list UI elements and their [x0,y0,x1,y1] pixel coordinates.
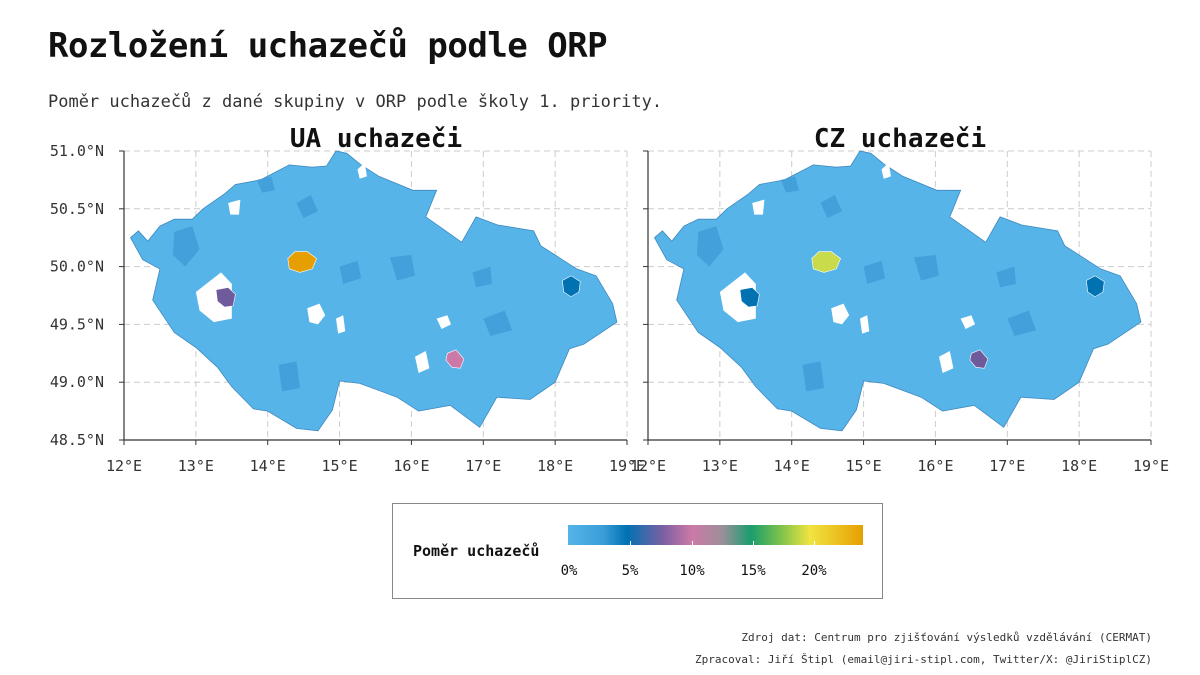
legend-tick [692,541,693,545]
x-tick-label: 17°E [465,457,501,475]
x-tick-label: 15°E [322,457,358,475]
legend-colorbar [568,525,863,545]
panel-title-cz: CZ uchazeči [813,124,987,154]
district-praha [287,251,317,273]
missing-district [719,272,756,323]
legend-label: 10% [679,563,705,579]
x-tick-label: 14°E [774,457,810,475]
district [1007,310,1036,336]
missing-district [228,199,241,215]
legend-tick [814,541,815,545]
district [172,226,200,267]
country-shape [653,150,1142,432]
district [483,310,512,336]
chart-subtitle: Poměr uchazečů z dané skupiny v ORP podl… [48,92,663,112]
district-plzeň [739,287,760,308]
x-tick-label: 12°E [630,457,666,475]
legend-tick [753,541,754,545]
legend-label: 5% [621,563,639,579]
credits-author: Zpracoval: Jiří Štipl (email@jiri-stipl.… [695,653,1152,666]
x-tick-label: 19°E [609,457,645,475]
missing-district [939,351,954,373]
missing-district [307,303,326,325]
x-tick-label: 18°E [1061,457,1097,475]
x-tick-label: 13°E [702,457,738,475]
panel-title-ua: UA uchazeči [289,124,463,154]
missing-district [415,351,430,373]
district [339,260,362,284]
legend: Poměr uchazečů 0% 5% 10% 15% 20% [392,503,883,599]
x-tick-label: 17°E [989,457,1025,475]
district [780,176,799,193]
district [296,194,318,218]
district [472,266,492,288]
missing-district [195,272,232,323]
y-tick-label: 51.0°N [50,142,104,160]
x-tick-label: 18°E [537,457,573,475]
x-tick-label: 14°E [250,457,286,475]
district [696,226,724,267]
map-panel-ua: 12°E 13°E 14°E 15°E 16°E 17°E 18°E 19°E 51.0°N 50… [50,142,645,475]
chart-title: Rozložení uchazečů podle ORP [48,26,608,66]
district [820,194,842,218]
x-tick-label: 19°E [1133,457,1169,475]
missing-district [436,315,451,329]
district [802,361,824,392]
y-tick-label: 48.5°N [50,431,104,449]
x-tick-label: 12°E [106,457,142,475]
y-tick-label: 50.5°N [50,200,104,218]
x-tick-label: 13°E [178,457,214,475]
district-plzeň [215,287,236,308]
district [278,361,300,392]
missing-district [960,315,975,329]
missing-district [336,315,346,334]
missing-district [881,162,891,179]
x-tick-label: 15°E [846,457,882,475]
district-ostrava [561,275,581,298]
x-tick-label: 16°E [917,457,953,475]
country-shape [129,150,618,432]
district [996,266,1016,288]
district-praha [811,251,841,273]
district-ostrava [1085,275,1105,298]
district [389,255,415,281]
district-brno [445,349,465,369]
legend-label: 0% [560,563,578,579]
missing-district [357,162,367,179]
y-tick-label: 49.5°N [50,315,104,333]
map-panel-cz: 12°E 13°E 14°E 15°E 16°E 17°E 18°E 19°E [630,150,1169,475]
district [256,176,275,193]
missing-district [752,199,765,215]
missing-district [831,303,850,325]
district [913,255,939,281]
legend-title: Poměr uchazečů [413,542,540,560]
missing-district [860,315,870,334]
x-tick-label: 16°E [393,457,429,475]
legend-label: 20% [801,563,827,579]
credits-source: Zdroj dat: Centrum pro zjišťování výsled… [741,631,1152,644]
y-tick-label: 50.0°N [50,258,104,276]
district-brno [969,349,989,369]
legend-label: 15% [740,563,766,579]
y-tick-label: 49.0°N [50,373,104,391]
legend-tick [630,541,631,545]
district [863,260,886,284]
